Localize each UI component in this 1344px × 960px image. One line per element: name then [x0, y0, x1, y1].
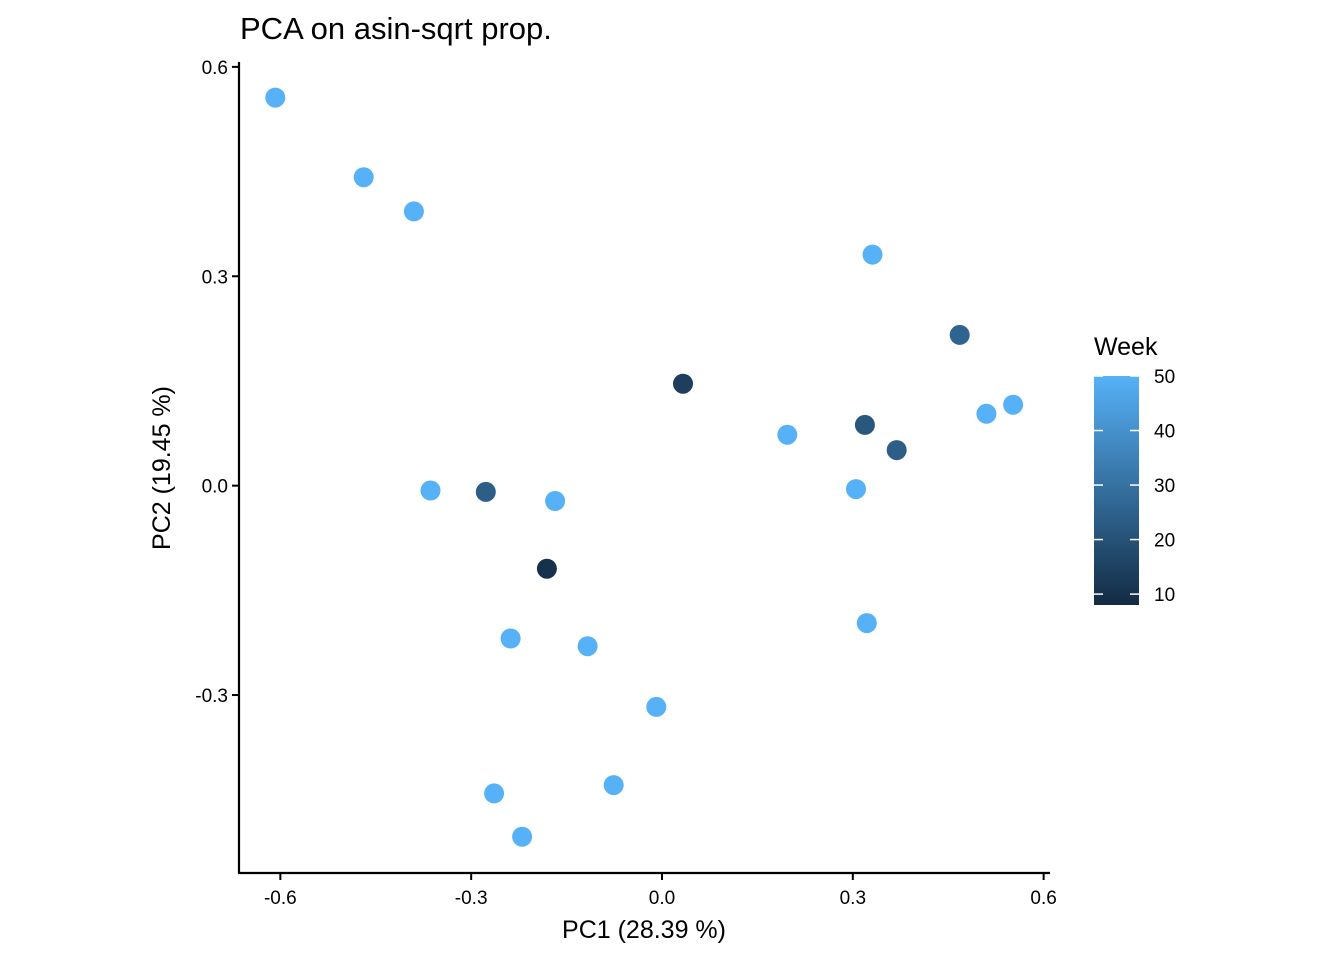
chart-title: PCA on asin-sqrt prop. — [240, 11, 552, 46]
y-axis-ticks: -0.3 0.0 0.3 0.6 — [195, 58, 239, 707]
x-axis-ticks: -0.6 -0.3 0.0 0.3 0.6 — [264, 873, 1057, 909]
data-point-7 — [777, 424, 798, 445]
x-tick-label: 0.0 — [649, 888, 675, 909]
data-point-5 — [949, 324, 970, 345]
y-tick-label: 0.6 — [202, 58, 228, 79]
legend-tick-label: 20 — [1154, 531, 1175, 552]
data-point-22 — [484, 783, 505, 804]
y-tick-label: 0.3 — [202, 267, 228, 288]
data-point-2 — [353, 167, 374, 188]
legend-tick-label: 40 — [1154, 422, 1175, 443]
data-point-8 — [854, 414, 875, 435]
legend: Week 10 20 30 40 50 — [1094, 333, 1175, 606]
axes: -0.6 -0.3 0.0 0.3 0.6 -0.3 0.0 0.3 0.6 — [195, 58, 1057, 909]
x-tick-label: 0.6 — [1030, 888, 1056, 909]
y-axis-title: PC2 (19.45 %) — [148, 386, 176, 550]
data-point-19 — [577, 636, 598, 657]
x-tick-label: -0.3 — [455, 888, 488, 909]
y-tick-label: -0.3 — [195, 686, 228, 707]
legend-tick-label: 50 — [1154, 367, 1175, 388]
data-point-16 — [536, 558, 557, 579]
x-tick-label: 0.3 — [840, 888, 866, 909]
legend-title: Week — [1094, 333, 1158, 361]
data-point-6 — [673, 373, 693, 394]
data-point-23 — [512, 826, 533, 847]
x-axis-title: PC1 (28.39 %) — [562, 916, 726, 944]
data-point-10 — [976, 403, 997, 424]
data-point-1 — [265, 87, 286, 108]
data-point-13 — [420, 480, 441, 501]
x-tick-label: -0.6 — [264, 888, 297, 909]
data-point-3 — [403, 201, 424, 222]
data-point-14 — [475, 481, 496, 502]
y-tick-label: 0.0 — [202, 477, 228, 498]
data-point-11 — [1003, 394, 1024, 415]
data-point-9 — [886, 440, 907, 461]
data-point-4 — [862, 244, 883, 265]
plot-area — [265, 87, 1024, 847]
data-point-20 — [646, 696, 667, 717]
data-point-15 — [545, 491, 566, 511]
legend-colorbar — [1094, 376, 1139, 605]
data-point-17 — [856, 613, 877, 634]
data-point-18 — [500, 628, 521, 649]
legend-ticks: 10 20 30 40 50 — [1094, 367, 1175, 606]
legend-tick-label: 30 — [1154, 476, 1175, 497]
data-point-12 — [846, 479, 866, 500]
data-point-21 — [603, 775, 624, 796]
legend-tick-label: 10 — [1154, 585, 1175, 606]
data-points — [265, 87, 1024, 847]
